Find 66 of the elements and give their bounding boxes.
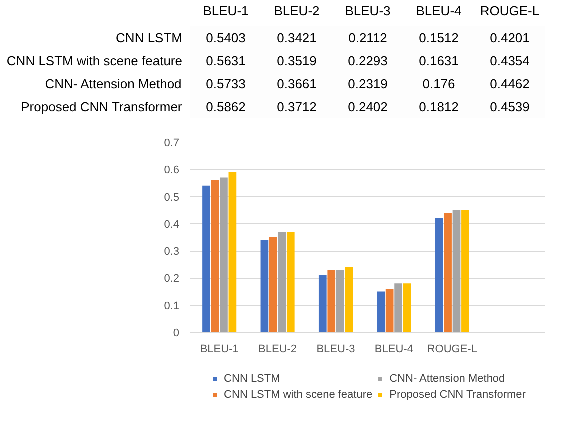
y-tick-label: 0.1 — [164, 300, 180, 312]
data-label: 0.5862 — [206, 100, 246, 114]
data-label: 0.5733 — [206, 76, 246, 92]
y-tick-label: 0.7 — [164, 138, 180, 150]
y-tick-label: CNN- Attension Method — [45, 76, 182, 92]
legend-label: CNN- Attension Method — [390, 372, 506, 386]
y-tick-label: 0.6 — [164, 164, 180, 177]
x-tick-label: BLEU-3 — [345, 4, 391, 18]
y-tick-label: CNN LSTM with scene feature — [6, 54, 183, 68]
x-tick-label: ROUGE-L — [427, 344, 478, 356]
x-tick-label: BLEU-4 — [374, 344, 414, 356]
data-label: 0.176 — [422, 76, 456, 92]
y-tick-label: 0 — [173, 328, 180, 340]
y-tick-label: 0.3 — [164, 246, 180, 258]
x-tick-label: BLEU-4 — [416, 4, 462, 18]
bar — [403, 284, 412, 332]
bar — [435, 218, 444, 332]
bar — [228, 172, 237, 332]
bar — [260, 240, 269, 332]
bar — [286, 232, 295, 332]
y-tick-label: 0.4 — [164, 218, 180, 231]
bar — [386, 289, 394, 332]
data-label: 0.4201 — [490, 30, 530, 46]
bar — [462, 210, 470, 332]
data-label: 0.3712 — [277, 100, 317, 114]
data-label: 0.3519 — [277, 54, 317, 68]
x-tick-label: BLEU-2 — [258, 344, 298, 356]
data-label: 0.1631 — [419, 54, 459, 68]
x-tick-label: BLEU-3 — [316, 344, 356, 356]
legend-label: CNN LSTM with scene feature — [224, 388, 373, 402]
bar — [377, 292, 386, 332]
legend-label: CNN LSTM — [224, 372, 280, 386]
bar — [270, 238, 278, 332]
bar — [318, 276, 327, 332]
data-label: 0.3421 — [277, 30, 317, 46]
data-label: 0.4539 — [490, 100, 530, 114]
y-tick-label: Proposed CNN Transformer — [21, 100, 183, 114]
data-label: 0.2402 — [348, 100, 388, 114]
data-label: 0.2293 — [348, 54, 388, 68]
bar — [452, 210, 461, 332]
data-label: 0.1812 — [419, 100, 459, 114]
bar — [444, 213, 452, 332]
bar — [336, 270, 344, 332]
legend-label: Proposed CNN Transformer — [390, 388, 526, 402]
bar — [394, 284, 402, 332]
bar — [278, 232, 286, 332]
x-tick-label: BLEU-1 — [200, 344, 239, 356]
data-label: 0.5403 — [206, 30, 246, 46]
data-label: 0.2319 — [348, 76, 388, 92]
x-tick-label: BLEU-1 — [203, 4, 249, 18]
x-tick-label: BLEU-2 — [274, 4, 320, 18]
bar — [220, 178, 228, 332]
data-label: 0.5631 — [206, 54, 246, 68]
y-tick-label: 0.2 — [164, 273, 180, 286]
bar — [202, 186, 210, 332]
data-label: 0.1512 — [419, 30, 459, 46]
y-tick-label: 0.5 — [164, 192, 180, 204]
x-tick-label: ROUGE-L — [480, 4, 540, 18]
bar — [328, 270, 336, 332]
bar — [211, 180, 220, 332]
data-label: 0.3661 — [277, 76, 317, 92]
y-tick-label: CNN LSTM — [116, 30, 183, 46]
data-label: 0.4354 — [490, 54, 530, 68]
data-label: 0.2112 — [348, 30, 388, 46]
data-label: 0.4462 — [490, 76, 530, 92]
bar — [345, 267, 354, 332]
